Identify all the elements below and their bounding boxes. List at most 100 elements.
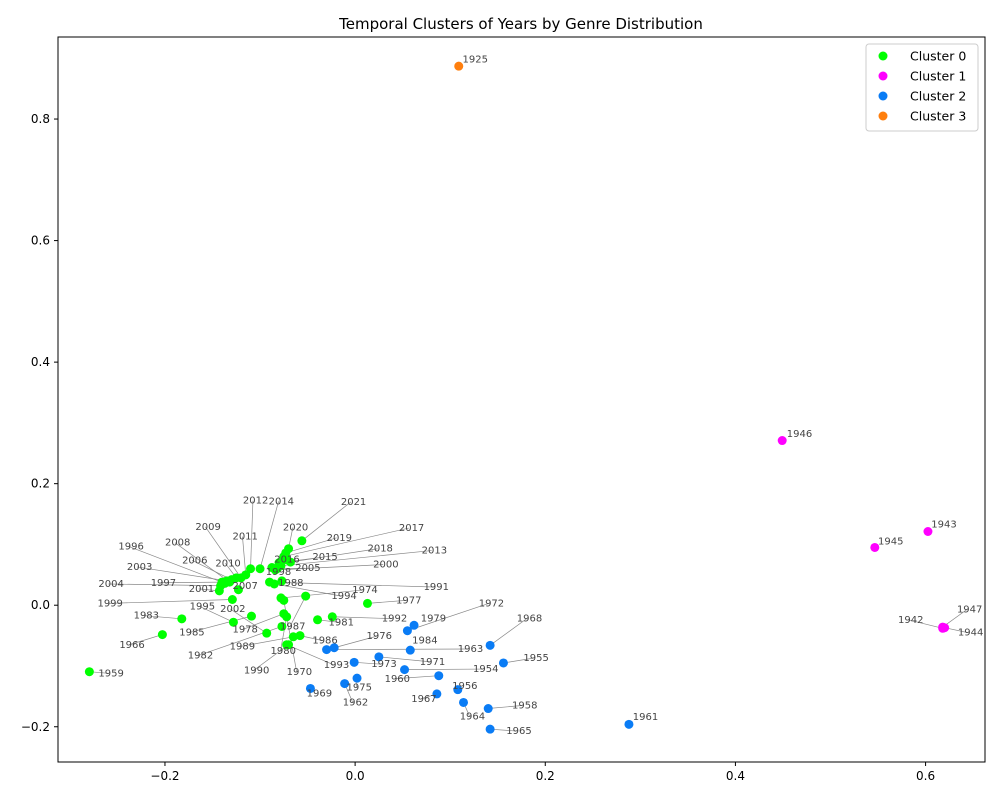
point-label: 2010	[215, 558, 240, 569]
point-label: 2011	[232, 532, 257, 543]
leader-line	[286, 644, 334, 666]
point-label: 2000	[373, 560, 398, 571]
y-tick-label: −0.2	[21, 720, 50, 734]
point-label: 1954	[473, 664, 498, 675]
leader-line	[332, 616, 392, 619]
point-label: 1981	[328, 617, 353, 628]
data-point	[349, 657, 359, 667]
point-label: 2019	[327, 533, 352, 544]
data-point	[84, 667, 94, 677]
point-label: 1942	[898, 615, 923, 626]
point-label: 2012	[243, 496, 268, 507]
point-label: 1978	[232, 625, 257, 636]
point-label: 1985	[179, 628, 204, 639]
leader-line	[242, 613, 284, 630]
point-label: 2021	[341, 497, 366, 508]
data-point	[432, 689, 442, 699]
point-label: 1994	[331, 591, 356, 602]
data-point	[340, 679, 350, 689]
point-label: 2016	[274, 555, 299, 566]
data-point	[305, 683, 315, 693]
point-label: 1997	[151, 578, 176, 589]
data-point	[227, 594, 237, 604]
leader-line	[205, 526, 242, 579]
leader-line	[326, 648, 468, 650]
point-label: 1958	[512, 701, 537, 712]
point-label: 1965	[506, 726, 531, 737]
x-tick-label: 0.0	[346, 769, 365, 783]
leader-line	[280, 550, 432, 567]
point-label: 1971	[420, 657, 445, 668]
data-point	[214, 586, 224, 596]
x-tick-label: −0.2	[150, 769, 179, 783]
data-point	[322, 645, 332, 655]
data-point	[297, 536, 307, 546]
leader-line	[128, 545, 225, 584]
legend-marker	[878, 111, 888, 121]
data-point	[233, 585, 243, 595]
data-point	[270, 565, 280, 575]
leader-line	[274, 583, 342, 597]
data-point	[409, 620, 419, 630]
point-label: 1966	[119, 640, 144, 651]
point-label: 2005	[295, 563, 320, 574]
data-point	[434, 671, 444, 681]
point-label: 1980	[270, 646, 295, 657]
point-label: 1996	[118, 541, 143, 552]
leader-line	[275, 564, 384, 571]
point-label: 2004	[98, 579, 123, 590]
point-label: 1947	[957, 605, 982, 616]
point-label: 1989	[230, 642, 255, 653]
point-label: 1961	[633, 712, 658, 723]
data-point	[313, 615, 323, 625]
leader-line	[129, 634, 163, 646]
leader-line	[354, 661, 382, 665]
data-points	[84, 61, 950, 734]
x-axis: −0.2 0.0 0.2 0.4 0.6	[150, 762, 935, 783]
point-label: 2009	[195, 522, 220, 533]
leader-line	[107, 599, 233, 604]
data-point	[285, 557, 295, 567]
data-point	[400, 665, 410, 675]
x-tick-label: 0.6	[916, 769, 935, 783]
data-point	[362, 598, 372, 608]
leader-line	[334, 635, 377, 649]
legend-label: Cluster 2	[910, 89, 966, 104]
point-label: 1987	[280, 622, 305, 633]
data-point	[485, 724, 495, 734]
point-label: 1946	[787, 429, 812, 440]
point-label: 1983	[134, 611, 159, 622]
legend-label: Cluster 1	[910, 69, 966, 84]
leader-line	[108, 583, 221, 587]
data-point	[241, 570, 251, 580]
point-label: 2007	[232, 581, 257, 592]
point-label: 2006	[182, 555, 207, 566]
point-label: 2001	[189, 584, 214, 595]
y-tick-label: 0.4	[31, 355, 50, 369]
point-label: 1995	[190, 601, 215, 612]
point-label: 1970	[287, 667, 312, 678]
data-point	[288, 632, 298, 642]
point-label: 1975	[347, 682, 372, 693]
point-label: 1972	[479, 598, 504, 609]
data-point	[923, 526, 933, 536]
point-label: 1999	[97, 598, 122, 609]
point-label: 1959	[98, 668, 123, 679]
point-label: 1955	[523, 653, 548, 664]
data-point	[453, 685, 463, 695]
point-label: 1962	[343, 697, 368, 708]
leader-line	[489, 618, 527, 646]
data-point	[277, 621, 287, 631]
point-label: 2014	[269, 496, 294, 507]
data-point	[327, 612, 337, 622]
data-point	[485, 640, 495, 650]
x-tick-label: 0.2	[536, 769, 555, 783]
point-label: 1991	[424, 582, 449, 593]
leader-line	[503, 657, 534, 664]
data-point	[269, 579, 279, 589]
data-point	[483, 704, 493, 714]
leader-line	[280, 616, 288, 651]
point-label: 2013	[422, 546, 447, 557]
data-point	[279, 552, 289, 562]
